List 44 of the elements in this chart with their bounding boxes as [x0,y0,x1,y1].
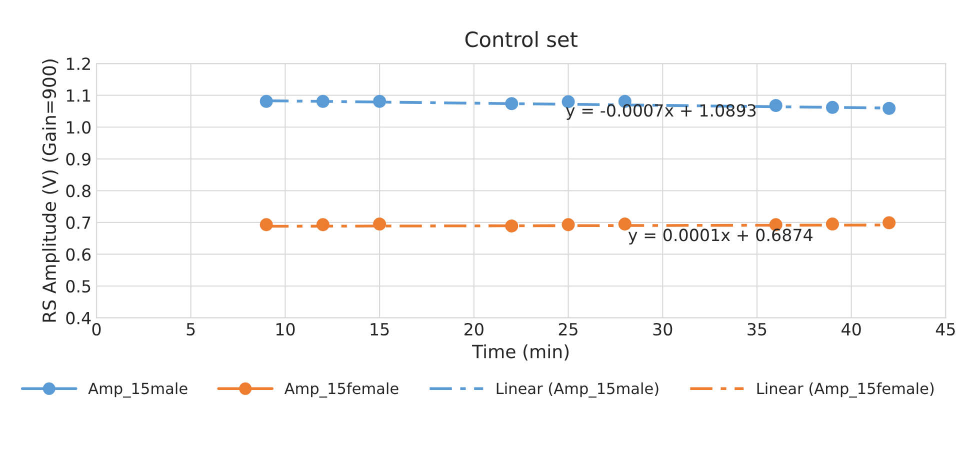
y-tick-label: 1.0 [66,121,91,134]
chart-title: Control set [465,31,578,48]
point [826,100,839,114]
point [882,216,896,230]
point [316,218,330,232]
point [769,99,782,112]
point [316,94,330,108]
point [505,219,518,232]
x-tick-label: 15 [370,323,389,336]
point [882,102,896,115]
y-tick-label: 0.6 [66,248,91,261]
x-tick-label: 45 [936,323,955,336]
y-tick-label: 1.2 [66,58,90,70]
annotation: y = -0.0007x + 1.0893 [566,104,756,120]
x-tick-label: 20 [464,322,484,336]
x-tick-label: 5 [186,323,195,336]
y-axis-title: RS Amplitude (V) (Gain=900) [42,60,60,322]
x-axis-title: Time (min) [472,344,569,360]
point [260,94,273,108]
y-tick-label: 0.4 [66,312,91,324]
y-tick-label: 0.7 [66,216,90,230]
annotation: y = 0.0001x + 0.6874 [628,228,812,245]
legend-label: Amp_15male [88,382,188,398]
x-tick-label: 0 [92,322,101,336]
point [505,97,518,110]
legend-label: Linear (Amp_15female) [757,382,934,398]
x-tick-label: 35 [748,322,766,336]
point [562,218,575,232]
y-tick-label: 0.5 [66,280,90,293]
point [618,218,632,231]
point [562,95,575,108]
x-tick-label: 10 [276,322,295,336]
y-tick-label: 0.9 [66,152,90,166]
point [373,94,386,108]
point [260,218,273,232]
legend-label: Linear (Amp_15male) [496,382,658,398]
x-tick-label: 25 [558,322,578,336]
y-tick-label: 1.1 [66,90,90,102]
point [373,218,386,231]
y-tick-label: 0.8 [66,184,90,198]
legend-label: Amp_15female [284,382,398,398]
point [826,218,839,231]
x-tick-label: 30 [653,322,672,336]
x-tick-label: 40 [842,322,861,336]
